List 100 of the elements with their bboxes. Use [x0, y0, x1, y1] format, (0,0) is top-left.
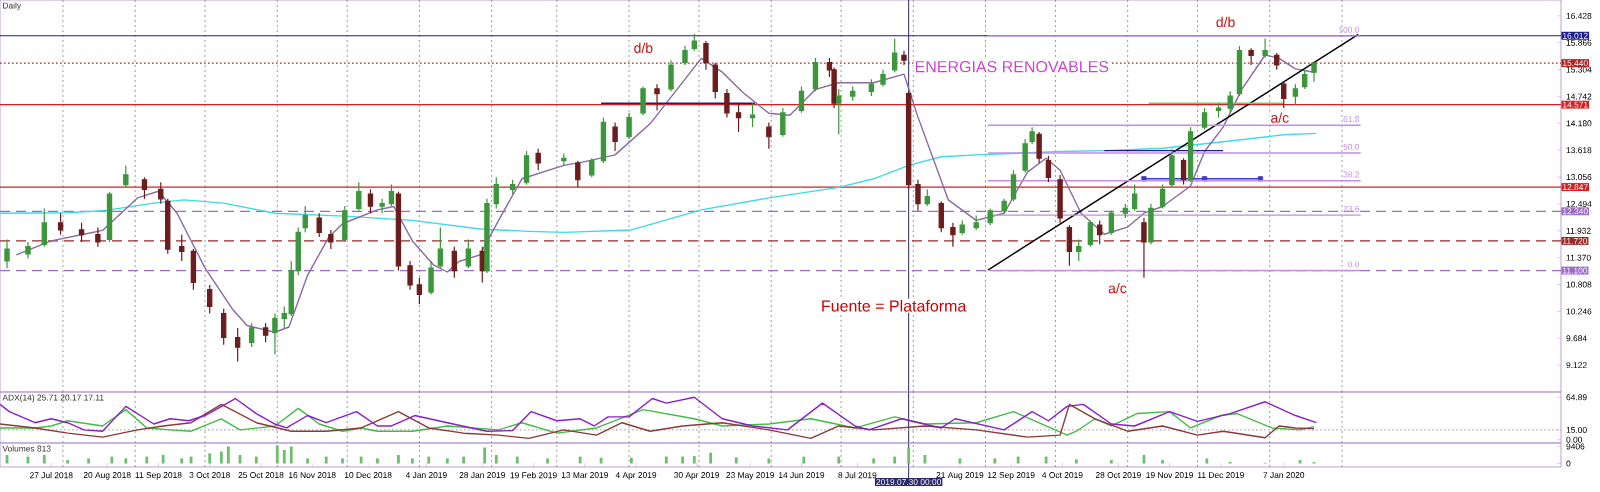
bar [893, 456, 897, 464]
candlestick [95, 226, 101, 248]
series-label: 100.0 [1339, 26, 1360, 33]
y-tick-label: 12.494 [1566, 200, 1592, 207]
bar [907, 448, 911, 464]
y-tick-label: 16.428 [1566, 12, 1592, 19]
candlestick [654, 83, 660, 112]
candlestick [328, 229, 334, 250]
candlestick [880, 69, 886, 88]
bar [630, 457, 633, 464]
bar [599, 457, 603, 464]
bar [681, 456, 685, 464]
bar [180, 458, 184, 464]
bar [124, 458, 128, 464]
ref-line-label: 14.571 [1563, 101, 1588, 108]
annotation: d/b [634, 42, 653, 53]
x-tick-label: 28 Oct 2019 [1095, 472, 1141, 479]
bar [397, 454, 400, 464]
candlestick [379, 198, 385, 214]
annotation: a/c [1108, 282, 1127, 294]
bar [1074, 459, 1078, 464]
candlestick [25, 241, 31, 260]
candlestick [4, 238, 10, 269]
bar [664, 456, 668, 464]
y-tick-label: 14.742 [1566, 93, 1592, 100]
bar [411, 458, 414, 464]
candlestick [1262, 38, 1268, 59]
annotation: a/c [1271, 112, 1289, 123]
chart-title: Volumes 813 [2, 445, 51, 452]
y-tick-label: 15.304 [1566, 66, 1592, 73]
x-tick-label: 28 Jan 2019 [459, 472, 505, 479]
bar [734, 457, 738, 464]
x-tick-label: 3 Oct 2018 [189, 472, 230, 479]
x-tick-label: 30 Apr 2019 [674, 472, 720, 480]
series-label: 38.2 [1343, 171, 1360, 178]
ref-line-label: 2019.07.30 00:00 [876, 479, 942, 485]
bar [546, 458, 549, 464]
candlestick [640, 85, 646, 116]
bar [515, 456, 519, 464]
annotation: Fuente = Plataforma [822, 299, 967, 312]
bar [208, 453, 212, 464]
bar [226, 446, 230, 464]
x-tick-label: 14 Jun 2019 [778, 472, 825, 479]
candlestick [901, 50, 907, 66]
bar [161, 454, 165, 464]
bar [692, 456, 696, 464]
annotation: d/b [1216, 16, 1235, 28]
candlestick [1169, 148, 1175, 188]
bar [324, 456, 328, 464]
y-tick-label: 10.808 [1566, 281, 1592, 288]
bar [993, 458, 997, 464]
bar [767, 458, 771, 464]
bar [341, 458, 344, 464]
bar [306, 458, 309, 464]
candlestick [915, 179, 921, 212]
bar [709, 452, 713, 464]
candlestick [272, 312, 278, 355]
bar [87, 458, 90, 464]
x-tick-label: 8 Jul 2019 [838, 472, 877, 479]
y-tick-label: 15.00 [1566, 426, 1587, 433]
x-tick-label: 19 Feb 2019 [510, 472, 557, 479]
x-tick-label: 11 Dec 2019 [1197, 472, 1244, 479]
series-label: 61.8 [1343, 116, 1360, 123]
y-tick-label: 64.89 [1566, 394, 1587, 401]
candlestick [703, 40, 709, 71]
x-tick-label: 27 Jul 2018 [29, 472, 73, 479]
bar [1161, 460, 1164, 464]
candlestick [407, 260, 413, 291]
candlestick [1036, 131, 1042, 164]
bar [483, 447, 487, 464]
candlestick [1029, 126, 1035, 145]
chart-title: Daily [3, 2, 22, 11]
series-label: 0.0 [1348, 261, 1360, 268]
ref-line-label: 12.847 [1563, 184, 1588, 191]
x-tick-label: 25 Oct 2018 [238, 472, 284, 479]
bar [427, 456, 431, 464]
x-tick-label: 7 Jan 2020 [1263, 472, 1305, 479]
bar [837, 456, 841, 464]
x-tick-label: 11 Sep 2018 [135, 472, 182, 480]
bar [66, 460, 69, 464]
x-tick-label: 4 Jan 2019 [405, 472, 447, 479]
x-tick-label: 16 Nov 2018 [289, 472, 336, 479]
bar [462, 456, 466, 464]
bar [958, 458, 962, 464]
series-label: 23.6 [1343, 205, 1360, 212]
ref-line-label: 11.720 [1563, 237, 1588, 244]
bar [42, 454, 46, 464]
x-tick-label: 13 Mar 2019 [561, 472, 608, 479]
candlestick [1057, 174, 1063, 224]
bar [289, 446, 293, 464]
bar [578, 456, 582, 464]
candlestick [724, 88, 730, 119]
bar [872, 458, 876, 464]
x-tick-label: 10 Dec 2018 [344, 472, 392, 479]
candlestick [1141, 217, 1147, 279]
y-tick-label: 11.370 [1566, 254, 1591, 261]
bar [1016, 456, 1020, 464]
candlestick [626, 112, 632, 140]
bar [1044, 456, 1048, 464]
annotation: ENERGIAS RENOVABLES [915, 60, 1109, 73]
